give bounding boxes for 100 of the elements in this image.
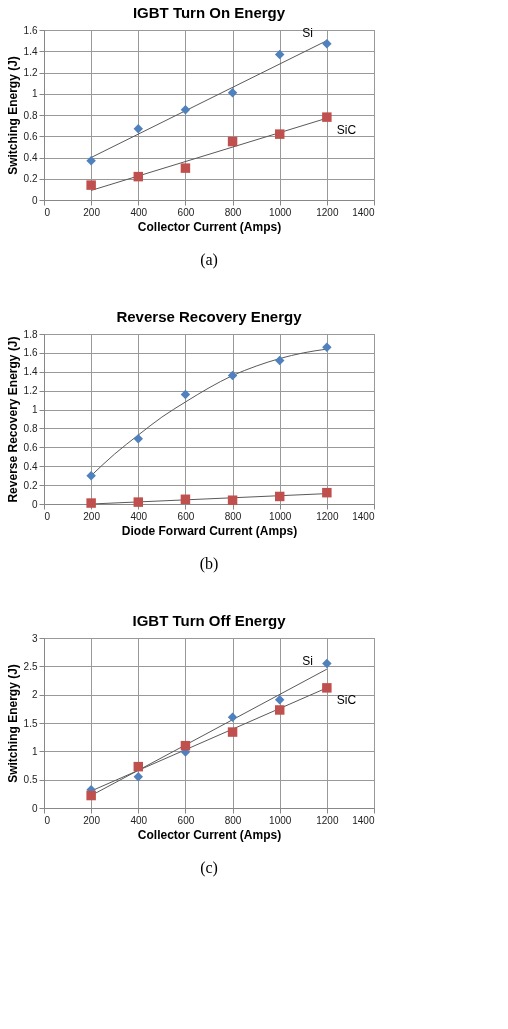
point [274, 129, 285, 139]
annotation: SiC [336, 123, 357, 138]
y-tick-label: 0.2 [23, 173, 38, 185]
point [322, 342, 332, 352]
x-tick-label: 800 [224, 510, 242, 522]
x-tick-label: 1400 [352, 206, 375, 218]
point [227, 727, 238, 737]
x-tick-label: 0 [44, 814, 51, 826]
point [86, 155, 96, 166]
y-tick-label: 1.2 [23, 385, 38, 397]
x-tick-label: 600 [177, 206, 195, 218]
x-tick-label: 1200 [316, 510, 339, 522]
x-tick-label: 200 [83, 206, 101, 218]
point [274, 355, 285, 366]
x-tick-label: 1200 [316, 814, 339, 826]
x-tick-label: 1200 [316, 206, 339, 218]
y-tick-label: 0.6 [23, 130, 38, 142]
annotation: Si [302, 654, 313, 669]
x-axis-title: Diode Forward Current (Amps) [121, 523, 298, 538]
point [180, 740, 191, 751]
text: (c) [200, 859, 218, 877]
y-tick-label: 0.5 [23, 774, 38, 786]
x-axis-title: Collector Current (Amps) [137, 219, 282, 234]
y-tick-label: 1 [31, 88, 38, 100]
x-tick-label: 1000 [269, 206, 292, 218]
point [86, 498, 96, 508]
point [322, 683, 332, 693]
y-tick-label: 1.4 [23, 45, 38, 57]
x-tick-label: 0 [44, 510, 51, 522]
x-tick-label: 1000 [269, 814, 292, 826]
point [133, 171, 144, 182]
y-tick-label: 1.8 [23, 328, 38, 340]
chart-title: IGBT Turn On Energy [132, 4, 286, 21]
point [322, 39, 332, 49]
point [86, 180, 96, 190]
point [133, 761, 144, 772]
point [133, 497, 144, 507]
chart-title: IGBT Turn Off Energy [132, 612, 287, 629]
x-tick-label: 600 [177, 814, 195, 826]
y-tick-label: 3 [31, 632, 38, 644]
text: (a) [200, 251, 218, 269]
x-tick-label: 400 [130, 814, 148, 826]
point [322, 487, 332, 498]
y-tick-label: 0.4 [23, 152, 38, 163]
y-tick-label: 0 [31, 802, 38, 814]
y-tick-label: 0.4 [23, 460, 38, 472]
x-tick-label: 600 [177, 510, 195, 522]
y-tick-label: 1 [31, 745, 38, 757]
point [86, 790, 96, 801]
y-tick-label: 0.8 [23, 422, 38, 434]
point [227, 712, 238, 723]
point [133, 434, 144, 444]
point [133, 772, 144, 782]
point [274, 695, 285, 705]
y-axis-title: Reverse Recovery Energy (J) [5, 336, 20, 503]
point [227, 495, 238, 505]
point [86, 470, 96, 481]
x-tick-label: 1400 [352, 814, 375, 826]
y-tick-label: 1 [31, 404, 38, 416]
y-tick-label: 0.2 [23, 479, 38, 491]
point [274, 491, 285, 502]
y-tick-label: 2.5 [23, 660, 38, 672]
chart-title: Reverse Recovery Energy [116, 308, 303, 325]
x-tick-label: 0 [44, 206, 51, 218]
y-tick-label: 0.8 [23, 109, 38, 121]
point [133, 124, 144, 134]
y-tick-label: 1.5 [23, 717, 38, 729]
point [274, 705, 285, 715]
x-tick-label: 400 [130, 206, 148, 218]
annotation: Si [302, 25, 313, 40]
y-tick-label: 2 [31, 689, 38, 701]
y-tick-label: 0.6 [23, 441, 38, 453]
point [274, 49, 285, 60]
point [322, 658, 332, 669]
x-tick-label: 800 [224, 814, 242, 826]
x-tick-label: 800 [224, 206, 242, 218]
annotation: SiC [336, 692, 357, 707]
x-tick-label: 1400 [352, 510, 375, 522]
point [227, 370, 238, 381]
y-tick-label: 1.6 [23, 347, 38, 359]
point [227, 87, 238, 98]
text: (b) [199, 555, 219, 573]
y-tick-label: 1.2 [23, 67, 38, 78]
point [227, 136, 238, 147]
point [180, 494, 191, 505]
x-tick-label: 200 [83, 510, 101, 522]
y-axis-title: Switching Energy (J) [5, 56, 20, 175]
x-tick-label: 1000 [269, 510, 292, 522]
x-tick-label: 200 [83, 814, 101, 826]
point [322, 112, 332, 122]
y-axis-title: Switching Energy (J) [5, 664, 20, 783]
x-tick-label: 400 [130, 510, 148, 522]
point [180, 389, 191, 400]
y-tick-label: 0 [31, 498, 38, 510]
y-tick-label: 1.4 [23, 366, 38, 378]
y-tick-label: 0 [31, 194, 38, 206]
x-axis-title: Collector Current (Amps) [137, 827, 282, 842]
y-tick-label: 1.6 [23, 24, 38, 36]
point [180, 163, 191, 173]
point [180, 104, 191, 115]
